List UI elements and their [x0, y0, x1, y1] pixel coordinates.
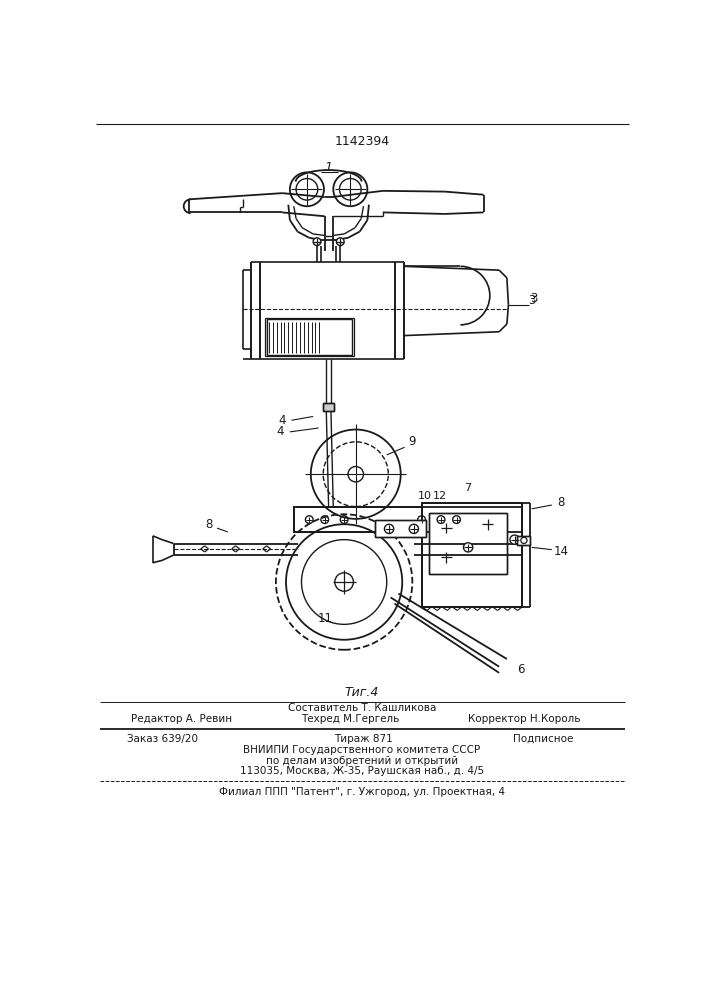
- Text: 1: 1: [325, 161, 332, 174]
- Bar: [421, 503, 522, 607]
- Text: 8: 8: [205, 518, 212, 531]
- Polygon shape: [185, 188, 325, 222]
- Polygon shape: [335, 205, 366, 239]
- Bar: [267, 320, 325, 355]
- Bar: [323, 403, 334, 411]
- Bar: [421, 503, 522, 607]
- Bar: [429, 513, 507, 574]
- Text: 3: 3: [530, 292, 538, 305]
- Bar: [267, 320, 325, 355]
- Bar: [293, 507, 522, 532]
- Text: 14: 14: [554, 545, 568, 558]
- Text: Τиг.4: Τиг.4: [345, 686, 379, 699]
- Bar: [323, 403, 334, 411]
- Bar: [517, 536, 530, 545]
- Text: Техред М.Гергель: Техред М.Гергель: [301, 714, 400, 724]
- Circle shape: [337, 238, 344, 246]
- Polygon shape: [288, 205, 322, 239]
- Text: Филиал ППП "Патент", г. Ужгород, ул. Проектная, 4: Филиал ППП "Патент", г. Ужгород, ул. Про…: [219, 787, 505, 797]
- Text: 4: 4: [277, 425, 284, 438]
- Text: Корректор Н.Король: Корректор Н.Король: [468, 714, 580, 724]
- Text: 3: 3: [528, 294, 535, 307]
- Text: 10: 10: [418, 491, 432, 501]
- Text: 6: 6: [517, 663, 525, 676]
- Text: 11: 11: [317, 612, 332, 625]
- Circle shape: [409, 524, 419, 533]
- Circle shape: [335, 573, 354, 591]
- Circle shape: [313, 238, 321, 246]
- Bar: [429, 513, 507, 574]
- Bar: [375, 520, 426, 537]
- Circle shape: [464, 543, 473, 552]
- Text: Редактор А. Ревин: Редактор А. Ревин: [131, 714, 232, 724]
- Bar: [293, 507, 522, 532]
- Text: 12: 12: [433, 491, 448, 501]
- Text: Заказ 639/20: Заказ 639/20: [127, 734, 198, 744]
- Text: Подписное: Подписное: [513, 734, 573, 744]
- Text: 113035, Москва, Ж-35, Раушская наб., д. 4/5: 113035, Москва, Ж-35, Раушская наб., д. …: [240, 766, 484, 776]
- Polygon shape: [332, 193, 484, 216]
- Circle shape: [510, 535, 519, 544]
- Text: по делам изобретений и открытий: по делам изобретений и открытий: [266, 756, 458, 766]
- Text: ВНИИПИ Государственного комитета СССР: ВНИИПИ Государственного комитета СССР: [243, 745, 481, 755]
- Bar: [375, 520, 426, 537]
- Circle shape: [385, 524, 394, 533]
- Bar: [265, 318, 354, 356]
- Bar: [517, 536, 530, 545]
- Bar: [267, 319, 352, 355]
- Text: 7: 7: [464, 483, 472, 493]
- Text: Тираж 871: Тираж 871: [334, 734, 393, 744]
- Text: 4: 4: [279, 414, 286, 427]
- Text: 1142394: 1142394: [334, 135, 390, 148]
- Text: Составитель Т. Кашликова: Составитель Т. Кашликова: [288, 703, 436, 713]
- Text: 9: 9: [409, 435, 416, 448]
- Text: 8: 8: [557, 496, 565, 509]
